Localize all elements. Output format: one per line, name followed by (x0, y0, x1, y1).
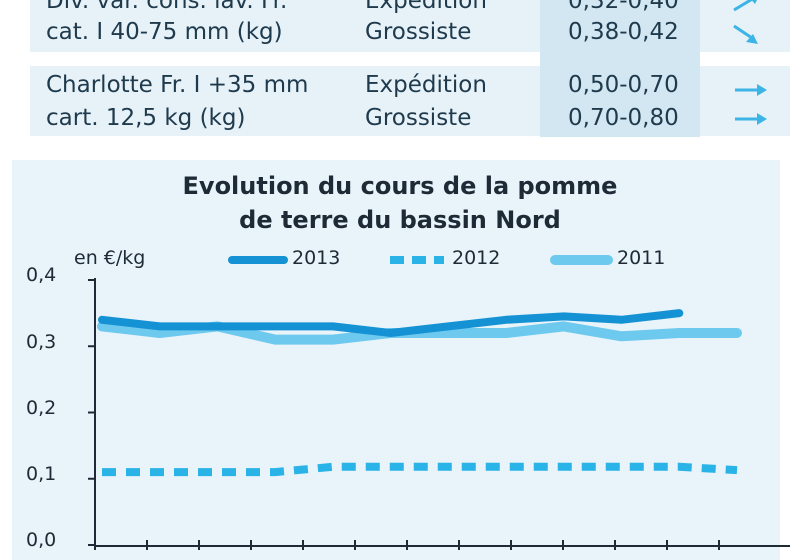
series-line-2012 (102, 462, 738, 477)
trend-stable-arrow-icon (735, 113, 767, 125)
y-tick-label: 0,1 (26, 463, 57, 485)
product-name: cart. 12,5 kg (kg) (46, 105, 246, 131)
legend-label-2012: 2012 (452, 247, 501, 269)
chart-panel (12, 160, 780, 560)
legend-label-2011: 2011 (617, 247, 666, 269)
price-range: 0,32-0,40 (568, 0, 679, 14)
trend-up-arrow-icon (733, 0, 757, 12)
price-range: 0,38-0,42 (568, 19, 679, 45)
price-table: Div. var. cons. lav. Fr. cat. I 40-75 mm… (0, 0, 800, 150)
y-tick-label: 0,3 (26, 331, 57, 353)
price-column (540, 0, 700, 137)
product-name: cat. I 40-75 mm (kg) (46, 19, 283, 45)
y-axis-unit-label: en €/kg (74, 247, 146, 269)
trend-stable-arrow-icon (735, 84, 767, 96)
market-stage: Expédition (365, 0, 487, 14)
price-range: 0,50-0,70 (568, 72, 679, 98)
legend-label-2013: 2013 (292, 247, 341, 269)
chart-title: Evolution du cours de la pomme (182, 172, 618, 200)
product-name: Div. var. cons. lav. Fr. (46, 0, 288, 14)
trend-down-arrow-icon (733, 24, 758, 44)
price-range: 0,70-0,80 (568, 105, 679, 131)
market-stage: Grossiste (365, 105, 472, 131)
product-name: Charlotte Fr. I +35 mm (46, 72, 309, 98)
y-tick-label: 0,2 (26, 397, 57, 419)
y-tick-label: 0,4 (26, 264, 57, 286)
y-tick-label: 0,0 (26, 529, 57, 551)
chart-title: de terre du bassin Nord (239, 206, 561, 234)
market-stage: Expédition (365, 72, 487, 98)
series-line-2013 (98, 309, 684, 337)
market-stage: Grossiste (365, 19, 472, 45)
